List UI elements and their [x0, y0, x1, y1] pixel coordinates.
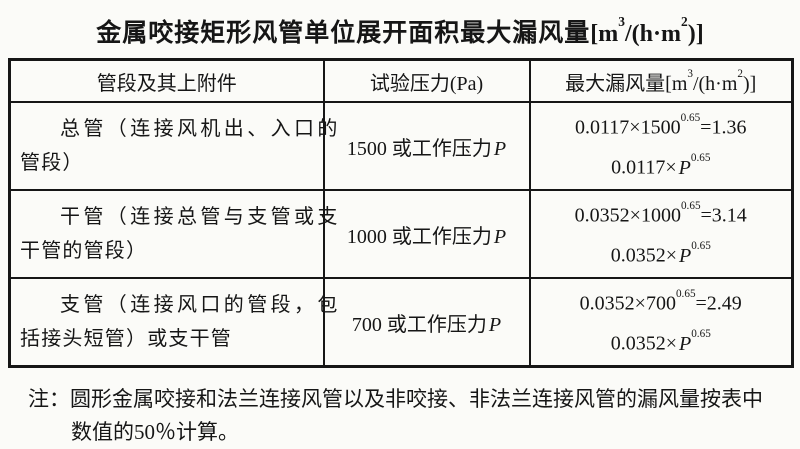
- segment-cell: 总管（连接风机出、入口的 管段）: [8, 101, 341, 191]
- page-title: 金属咬接矩形风管单位展开面积最大漏风量[m3/(h·m2)]: [0, 0, 800, 47]
- leakage-table: 管段及其上附件 试验压力(Pa) 最大漏风量[m3/(h·m2)] 总管（连接风…: [8, 58, 794, 368]
- formula-symbol: P: [678, 156, 691, 179]
- pressure-value: 1000 或工作压力: [346, 225, 492, 248]
- formula-exponent: 0.65: [690, 151, 711, 164]
- formula-line-2: 0.0352× P0.65: [531, 234, 792, 274]
- formula-line-1: 0.0352×10000.65=3.14: [531, 194, 792, 234]
- formula-base: 0.0117×: [611, 156, 677, 179]
- formula-base: 0.0117×1500: [575, 117, 681, 139]
- segment-line: 干管（连接总管与支管或支: [60, 206, 341, 228]
- formula-exponent: 0.65: [675, 288, 696, 301]
- title-unit-open: [m: [590, 21, 619, 47]
- pressure-cell: 1000 或工作压力 P: [322, 189, 531, 279]
- title-unit-sup-cubed: 3: [618, 13, 625, 29]
- formula-exponent: 0.65: [680, 112, 701, 125]
- formula-base: 0.0352×1000: [574, 205, 681, 227]
- formula-base: 0.0352×: [610, 244, 677, 267]
- formula-symbol: P: [678, 244, 692, 267]
- table-row: 支管（连接风口的管段，包 括接头短管）或支干管 700 或工作压力 P 0.035…: [8, 277, 794, 368]
- title-unit-close: )]: [687, 21, 704, 47]
- header-unit-sup-squared: 2: [737, 67, 743, 80]
- header-leakage-label: 最大漏风量: [565, 72, 666, 95]
- footnote-text: 圆形金属咬接和法兰连接风管以及非咬接、非法兰连接风管的漏风量按表中: [70, 387, 763, 411]
- formula-base: 0.0352×: [610, 332, 677, 355]
- segment-line: 管段）: [20, 152, 84, 174]
- segment-line: 支管（连接风口的管段，包: [60, 294, 341, 316]
- pressure-cell: 700 或工作压力 P: [322, 277, 531, 368]
- pressure-cell: 1500 或工作压力 P: [322, 101, 531, 191]
- pressure-symbol: P: [493, 137, 507, 160]
- header-unit-mid: /(h·m: [692, 72, 738, 95]
- segment-line: 括接头短管）或支干管: [20, 328, 232, 350]
- pressure-value: 1500 或工作压力: [346, 137, 492, 160]
- formula-symbol: P: [678, 332, 692, 355]
- formula-cell: 0.0352×10000.65=3.14 0.0352× P0.65: [528, 189, 794, 279]
- formula-base: 0.0352×700: [579, 293, 676, 315]
- segment-line: 总管（连接风机出、入口的: [60, 118, 341, 140]
- header-unit-sup-cubed: 3: [687, 67, 693, 80]
- segment-cell: 支管（连接风口的管段，包 括接头短管）或支干管: [8, 277, 341, 368]
- formula-exponent: 0.65: [691, 239, 711, 252]
- title-unit-mid: /(h·m: [625, 21, 682, 47]
- header-cell-leakage: 最大漏风量[m3/(h·m2)]: [528, 58, 794, 103]
- formula-cell: 0.0117×15000.65=1.36 0.0117× P0.65: [528, 101, 794, 191]
- header-row: 管段及其上附件 试验压力(Pa) 最大漏风量[m3/(h·m2)]: [8, 58, 794, 103]
- footnote-line-1: 注：圆形金属咬接和法兰连接风管以及非咬接、非法兰连接风管的漏风量按表中: [28, 383, 800, 416]
- formula-result: =2.49: [695, 293, 742, 315]
- pressure-symbol: P: [493, 225, 507, 248]
- formula-result: =1.36: [700, 117, 747, 139]
- header-cell-segment: 管段及其上附件: [8, 58, 325, 103]
- footnote: 注：圆形金属咬接和法兰连接风管以及非咬接、非法兰连接风管的漏风量按表中 数值的5…: [0, 383, 800, 449]
- segment-line: 干管的管段）: [20, 240, 148, 262]
- table-row: 干管（连接总管与支管或支 干管的管段） 1000 或工作压力 P 0.0352×1…: [8, 189, 794, 279]
- formula-cell: 0.0352×7000.65=2.49 0.0352× P0.65: [528, 277, 794, 368]
- pressure-symbol: P: [488, 313, 502, 336]
- formula-line-1: 0.0117×15000.65=1.36: [531, 106, 792, 146]
- formula-line-2: 0.0352× P0.65: [531, 322, 792, 362]
- title-unit-sup-squared: 2: [681, 13, 688, 29]
- footnote-line-2: 数值的50％计算。: [71, 420, 239, 444]
- formula-line-2: 0.0117× P0.65: [531, 146, 792, 186]
- header-leakage-unit: [m3/(h·m2)]: [665, 68, 757, 95]
- formula-exponent: 0.65: [680, 200, 701, 213]
- formula-result: =3.14: [700, 205, 747, 227]
- pressure-value: 700 或工作压力: [351, 313, 487, 336]
- header-unit-open: [m: [665, 72, 688, 95]
- header-unit-close: )]: [743, 72, 757, 95]
- title-text: 金属咬接矩形风管单位展开面积最大漏风量: [96, 19, 591, 47]
- segment-cell: 干管（连接总管与支管或支 干管的管段）: [8, 189, 341, 279]
- footnote-label: 注：: [28, 387, 70, 411]
- formula-exponent: 0.65: [691, 327, 711, 340]
- table-row: 总管（连接风机出、入口的 管段） 1500 或工作压力 P 0.0117×1500…: [8, 101, 794, 191]
- header-cell-pressure: 试验压力(Pa): [322, 58, 531, 103]
- formula-line-1: 0.0352×7000.65=2.49: [531, 282, 792, 322]
- title-unit: [m3/(h·m2)]: [590, 14, 704, 47]
